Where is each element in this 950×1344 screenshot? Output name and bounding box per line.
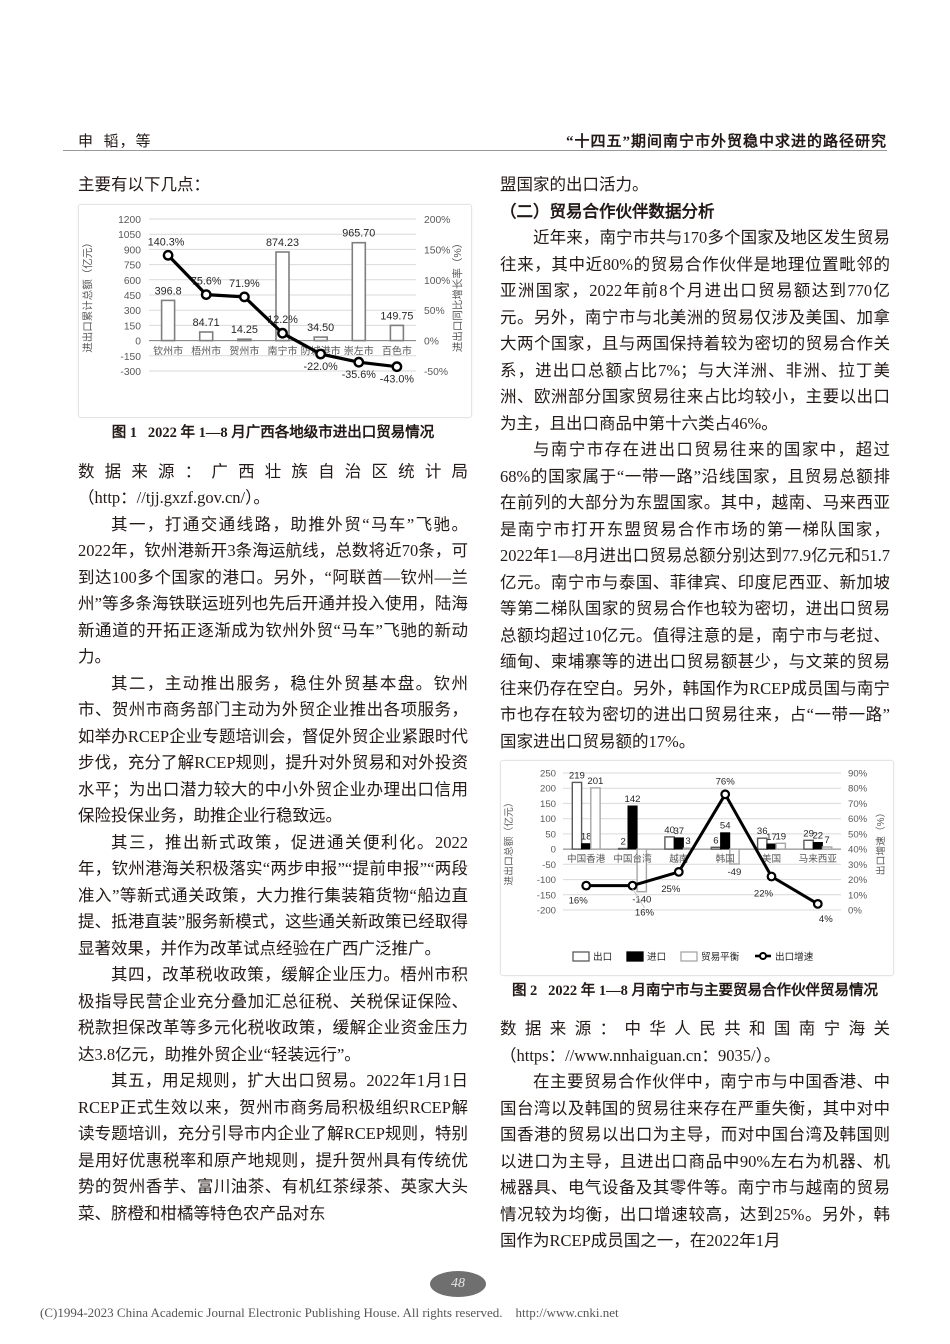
svg-text:150: 150 bbox=[540, 799, 556, 810]
svg-text:韩国: 韩国 bbox=[716, 853, 735, 865]
svg-text:梧州市: 梧州市 bbox=[191, 344, 221, 357]
svg-text:进出口总额（亿元）: 进出口总额（亿元） bbox=[502, 797, 515, 885]
svg-text:进出口累计总额（亿元）: 进出口累计总额（亿元） bbox=[81, 237, 94, 353]
svg-text:201: 201 bbox=[587, 776, 603, 787]
svg-text:900: 900 bbox=[124, 245, 141, 256]
svg-text:12.2%: 12.2% bbox=[267, 314, 298, 326]
svg-text:50: 50 bbox=[545, 829, 556, 840]
svg-text:22%: 22% bbox=[754, 889, 774, 900]
svg-text:18: 18 bbox=[581, 832, 592, 843]
svg-text:-300: -300 bbox=[120, 367, 141, 378]
svg-text:4%: 4% bbox=[819, 914, 833, 925]
svg-text:200%: 200% bbox=[424, 215, 450, 226]
svg-text:396.8: 396.8 bbox=[155, 285, 182, 297]
svg-text:100: 100 bbox=[540, 814, 556, 825]
svg-text:-50: -50 bbox=[542, 860, 556, 871]
svg-text:-35.6%: -35.6% bbox=[342, 369, 377, 381]
svg-text:-43.0%: -43.0% bbox=[380, 373, 415, 385]
svg-text:16%: 16% bbox=[635, 908, 655, 919]
svg-text:76%: 76% bbox=[716, 776, 736, 787]
svg-text:90%: 90% bbox=[848, 769, 868, 780]
svg-text:200: 200 bbox=[540, 784, 556, 795]
svg-text:马来西亚: 马来西亚 bbox=[799, 854, 838, 865]
svg-text:965.70: 965.70 bbox=[342, 227, 375, 239]
svg-text:-49: -49 bbox=[727, 867, 741, 878]
svg-text:崇左市: 崇左市 bbox=[344, 344, 374, 357]
svg-text:50%: 50% bbox=[424, 306, 445, 317]
svg-text:-200: -200 bbox=[537, 906, 556, 917]
svg-text:-100: -100 bbox=[537, 875, 556, 886]
svg-text:进出口同比增长率（%）: 进出口同比增长率（%） bbox=[451, 237, 464, 351]
svg-text:0%: 0% bbox=[848, 906, 862, 917]
svg-text:-150: -150 bbox=[537, 890, 556, 901]
svg-text:-150: -150 bbox=[120, 351, 141, 362]
svg-text:1200: 1200 bbox=[118, 215, 141, 226]
svg-text:钦州市: 钦州市 bbox=[153, 344, 183, 357]
svg-text:25%: 25% bbox=[661, 884, 681, 895]
svg-text:37: 37 bbox=[673, 826, 684, 837]
svg-text:75.6%: 75.6% bbox=[191, 275, 222, 287]
svg-text:150: 150 bbox=[124, 321, 141, 332]
svg-text:中国香港: 中国香港 bbox=[567, 853, 606, 865]
svg-text:16%: 16% bbox=[569, 896, 589, 907]
svg-text:19: 19 bbox=[775, 831, 786, 842]
svg-text:7: 7 bbox=[824, 835, 829, 846]
svg-text:南宁市: 南宁市 bbox=[268, 344, 298, 357]
svg-text:750: 750 bbox=[124, 260, 141, 271]
svg-text:149.75: 149.75 bbox=[380, 310, 413, 322]
svg-text:-22.0%: -22.0% bbox=[303, 361, 338, 373]
svg-text:0: 0 bbox=[551, 845, 556, 856]
svg-text:出口: 出口 bbox=[593, 951, 612, 963]
svg-text:80%: 80% bbox=[848, 784, 868, 795]
svg-text:100%: 100% bbox=[424, 275, 450, 286]
svg-text:142: 142 bbox=[624, 794, 640, 805]
svg-text:40%: 40% bbox=[848, 845, 868, 856]
svg-text:219: 219 bbox=[569, 770, 585, 781]
svg-text:250: 250 bbox=[540, 769, 556, 780]
svg-text:34.50: 34.50 bbox=[307, 322, 334, 334]
svg-text:中国台湾: 中国台湾 bbox=[613, 853, 652, 865]
svg-text:70%: 70% bbox=[848, 799, 868, 810]
svg-text:3: 3 bbox=[685, 836, 690, 847]
svg-text:出口增速: 出口增速 bbox=[775, 951, 814, 963]
svg-text:300: 300 bbox=[124, 306, 141, 317]
svg-text:出口增速（%）: 出口增速（%） bbox=[874, 808, 887, 876]
svg-text:54: 54 bbox=[720, 821, 731, 832]
svg-text:140.3%: 140.3% bbox=[148, 236, 185, 248]
svg-text:84.71: 84.71 bbox=[193, 317, 220, 329]
svg-text:贸易平衡: 贸易平衡 bbox=[701, 951, 740, 963]
svg-text:22: 22 bbox=[812, 830, 823, 841]
svg-text:2: 2 bbox=[621, 837, 626, 848]
svg-text:874.23: 874.23 bbox=[266, 237, 299, 249]
svg-text:10%: 10% bbox=[848, 890, 868, 901]
svg-text:50%: 50% bbox=[848, 829, 868, 840]
svg-text:14.25: 14.25 bbox=[231, 324, 258, 336]
svg-text:600: 600 bbox=[124, 275, 141, 286]
svg-text:0: 0 bbox=[135, 336, 141, 347]
svg-text:0%: 0% bbox=[424, 336, 439, 347]
svg-text:6: 6 bbox=[713, 835, 718, 846]
svg-text:71.9%: 71.9% bbox=[229, 277, 260, 289]
svg-text:60%: 60% bbox=[848, 814, 868, 825]
svg-text:-50%: -50% bbox=[424, 367, 448, 378]
svg-text:贺州市: 贺州市 bbox=[229, 344, 259, 357]
svg-text:150%: 150% bbox=[424, 245, 450, 256]
svg-text:1050: 1050 bbox=[118, 230, 141, 241]
svg-text:百色市: 百色市 bbox=[382, 344, 412, 357]
svg-text:30%: 30% bbox=[848, 860, 868, 871]
svg-text:进口: 进口 bbox=[647, 952, 666, 963]
svg-text:20%: 20% bbox=[848, 875, 868, 886]
svg-text:450: 450 bbox=[124, 291, 141, 302]
